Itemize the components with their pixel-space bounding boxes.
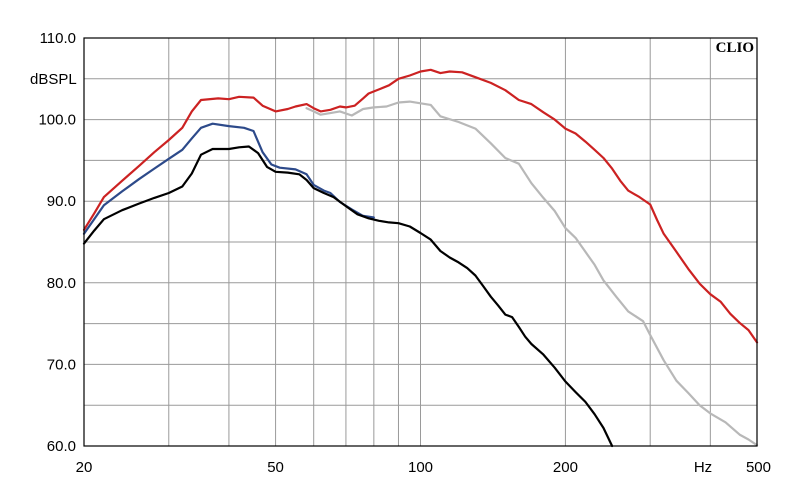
x-tick-label: 100 bbox=[408, 459, 433, 476]
y-tick-label: 60.0 bbox=[47, 438, 76, 455]
x-tick-label: 50 bbox=[267, 459, 284, 476]
y-tick-label: 70.0 bbox=[47, 356, 76, 373]
y-tick-labels: 60.0 70.0 80.0 90.0 100.0 110.0 bbox=[38, 30, 76, 455]
clio-brand-label: CLIO bbox=[716, 40, 754, 56]
x-tick-labels: 20 50 100 200 500 bbox=[76, 459, 771, 476]
plot-frame bbox=[83, 37, 758, 447]
y-tick-label: 110.0 bbox=[40, 30, 76, 47]
y-tick-label: 90.0 bbox=[47, 193, 76, 210]
series-layer bbox=[82, 68, 759, 448]
y-axis-label: dBSPL bbox=[30, 71, 77, 88]
series-line-1 bbox=[82, 68, 759, 344]
series-line-4 bbox=[82, 145, 614, 448]
x-tick-label: 200 bbox=[553, 459, 578, 476]
series-line-3 bbox=[82, 122, 375, 235]
y-tick-label: 80.0 bbox=[47, 275, 76, 292]
grid-lines bbox=[84, 38, 757, 446]
x-axis-label: Hz bbox=[694, 459, 712, 476]
series-line-2 bbox=[305, 100, 759, 447]
x-tick-label: 500 bbox=[746, 459, 771, 476]
x-tick-label: 20 bbox=[76, 459, 93, 476]
y-tick-label: 100.0 bbox=[38, 112, 76, 129]
